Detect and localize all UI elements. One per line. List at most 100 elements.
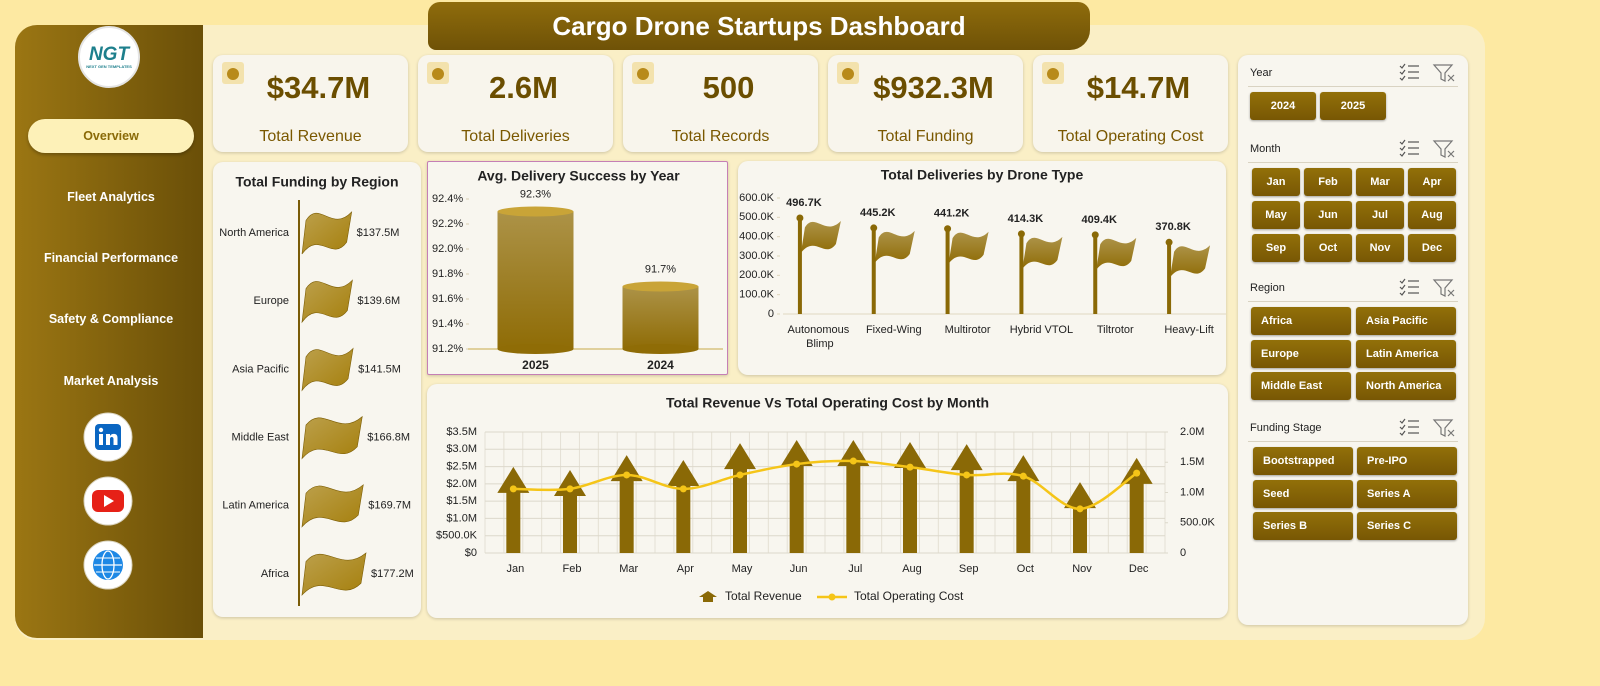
value-label: $137.5M [357, 227, 400, 239]
legend-label: Total Operating Cost [854, 589, 964, 603]
value-label: 409.4K [1082, 214, 1118, 226]
slicer-button[interactable]: Jul [1356, 201, 1404, 229]
y-tick-label: 91.8% [432, 268, 463, 280]
x-tick-label: 2024 [647, 358, 674, 372]
y-tick-label: 91.2% [432, 343, 463, 355]
y-tick-label: 600.0K [739, 192, 775, 204]
y-tick-label: $0 [465, 547, 477, 559]
value-label: 92.3% [520, 188, 551, 200]
slicer-button[interactable]: Pre-IPO [1357, 447, 1457, 475]
x-tick-label: Mar [619, 563, 638, 575]
slicer-button[interactable]: Apr [1408, 168, 1456, 196]
slicer-button[interactable]: Feb [1304, 168, 1352, 196]
slicer-button[interactable]: Dec [1408, 234, 1456, 262]
slicer-button[interactable]: Jan [1252, 168, 1300, 196]
pole-top [944, 225, 952, 233]
flag [1022, 236, 1063, 269]
x-tick-label: Hybrid VTOL [1010, 324, 1073, 336]
flag [1170, 245, 1211, 278]
bar [301, 279, 353, 324]
value-label: $169.7M [368, 500, 411, 512]
nav-item[interactable]: Fleet Analytics [67, 190, 155, 204]
line-point [906, 463, 914, 471]
filter-clear [1447, 150, 1455, 158]
slicer-button[interactable]: May [1252, 201, 1300, 229]
slicer-button[interactable]: Seed [1253, 479, 1353, 508]
slicer-button[interactable]: Mar [1356, 168, 1404, 196]
slicer-icons [1399, 418, 1455, 437]
slicer-button[interactable]: Series B [1253, 512, 1353, 540]
category-label: Europe [254, 295, 289, 307]
nav-item[interactable]: Market Analysis [63, 374, 159, 388]
slicer-button[interactable]: Middle East [1251, 372, 1351, 400]
line-point [1019, 472, 1027, 480]
slicer-icons [1399, 278, 1455, 297]
value-label: 91.7% [645, 263, 676, 275]
linkedin-i [99, 434, 103, 445]
nav-item[interactable]: Financial Performance [43, 251, 179, 265]
x-tick-label: Dec [1129, 563, 1149, 575]
slicer-button[interactable]: Latin America [1356, 339, 1456, 368]
flag-pole [1019, 233, 1024, 314]
plot-grid-pattern [484, 432, 1166, 553]
y-tick-label: 92.4% [432, 193, 463, 205]
slicer-divider [1248, 441, 1458, 442]
youtube-play [104, 495, 114, 507]
slicer-button[interactable]: Series A [1357, 479, 1457, 508]
kpi-icon [1042, 62, 1064, 84]
slicer-button[interactable]: Africa [1251, 307, 1351, 335]
category-label: North America [219, 227, 290, 239]
slicer-button[interactable]: North America [1356, 372, 1456, 400]
flag-pole [871, 227, 876, 314]
slicer-button[interactable]: Europe [1251, 339, 1351, 368]
x-tick-label: Nov [1072, 563, 1092, 575]
legend-swatch [828, 593, 836, 601]
y2-tick-label: 1.5M [1180, 456, 1204, 468]
slicer-button[interactable]: Series C [1357, 512, 1457, 540]
slicer-title: Funding Stage [1250, 422, 1322, 434]
kpi-label: Total Deliveries [461, 128, 570, 145]
slicer-button[interactable]: Nov [1356, 234, 1404, 262]
kpi-icon [837, 62, 859, 84]
bar [301, 415, 363, 460]
nav-item[interactable]: Overview [28, 119, 194, 153]
chart-title: Total Funding by Region [235, 174, 398, 190]
bar [497, 466, 530, 553]
icon-glyph [227, 68, 239, 80]
bar [724, 443, 756, 553]
x-tick-label: Heavy-Lift [1164, 324, 1214, 336]
bar-base [497, 344, 574, 354]
filter-clear [1447, 74, 1455, 82]
multiselect-check [1399, 284, 1406, 290]
slicer-button[interactable]: Oct [1304, 234, 1352, 262]
line-point [849, 457, 857, 465]
bar-cap [497, 206, 574, 217]
multiselect-check [1399, 278, 1406, 284]
y-tick-label: 500.0K [739, 211, 775, 223]
slicer-button[interactable]: Sep [1252, 234, 1300, 262]
slicer-button[interactable]: 2025 [1320, 92, 1386, 120]
chart: Total Funding by Region North America $137… [219, 174, 414, 606]
slicer-title: Region [1250, 282, 1285, 294]
category-label: Asia Pacific [232, 363, 289, 375]
label-line: Blimp [806, 338, 834, 350]
line-point [566, 485, 574, 493]
logo: NGT NEXT GEN TEMPLATES [78, 26, 140, 88]
x-tick-label: Autonomous Blimp [788, 324, 853, 350]
slicer-button[interactable]: Aug [1408, 201, 1456, 229]
y2-tick-label: 500.0K [1180, 517, 1216, 529]
x-tick-label: Jun [790, 563, 808, 575]
slicer-button[interactable]: Bootstrapped [1253, 447, 1353, 475]
y-tick-label: $2.5M [446, 460, 477, 472]
slicer-panel: Year 2024 2025 Month Jan Feb Mar Apr May Jun Jul Au… [1238, 55, 1468, 625]
icon-glyph [432, 68, 444, 80]
flag [1096, 237, 1137, 270]
slicer-button[interactable]: Asia Pacific [1356, 307, 1456, 335]
x-tick-label: Aug [902, 563, 922, 575]
kpi-card: 500 Total Records [623, 55, 818, 152]
nav-item[interactable]: Safety & Compliance [48, 312, 174, 326]
linkedin-dot [98, 427, 104, 433]
slicer-button[interactable]: Jun [1304, 201, 1352, 229]
slicer-button[interactable]: 2024 [1250, 92, 1316, 120]
category-label: Middle East [232, 432, 289, 444]
